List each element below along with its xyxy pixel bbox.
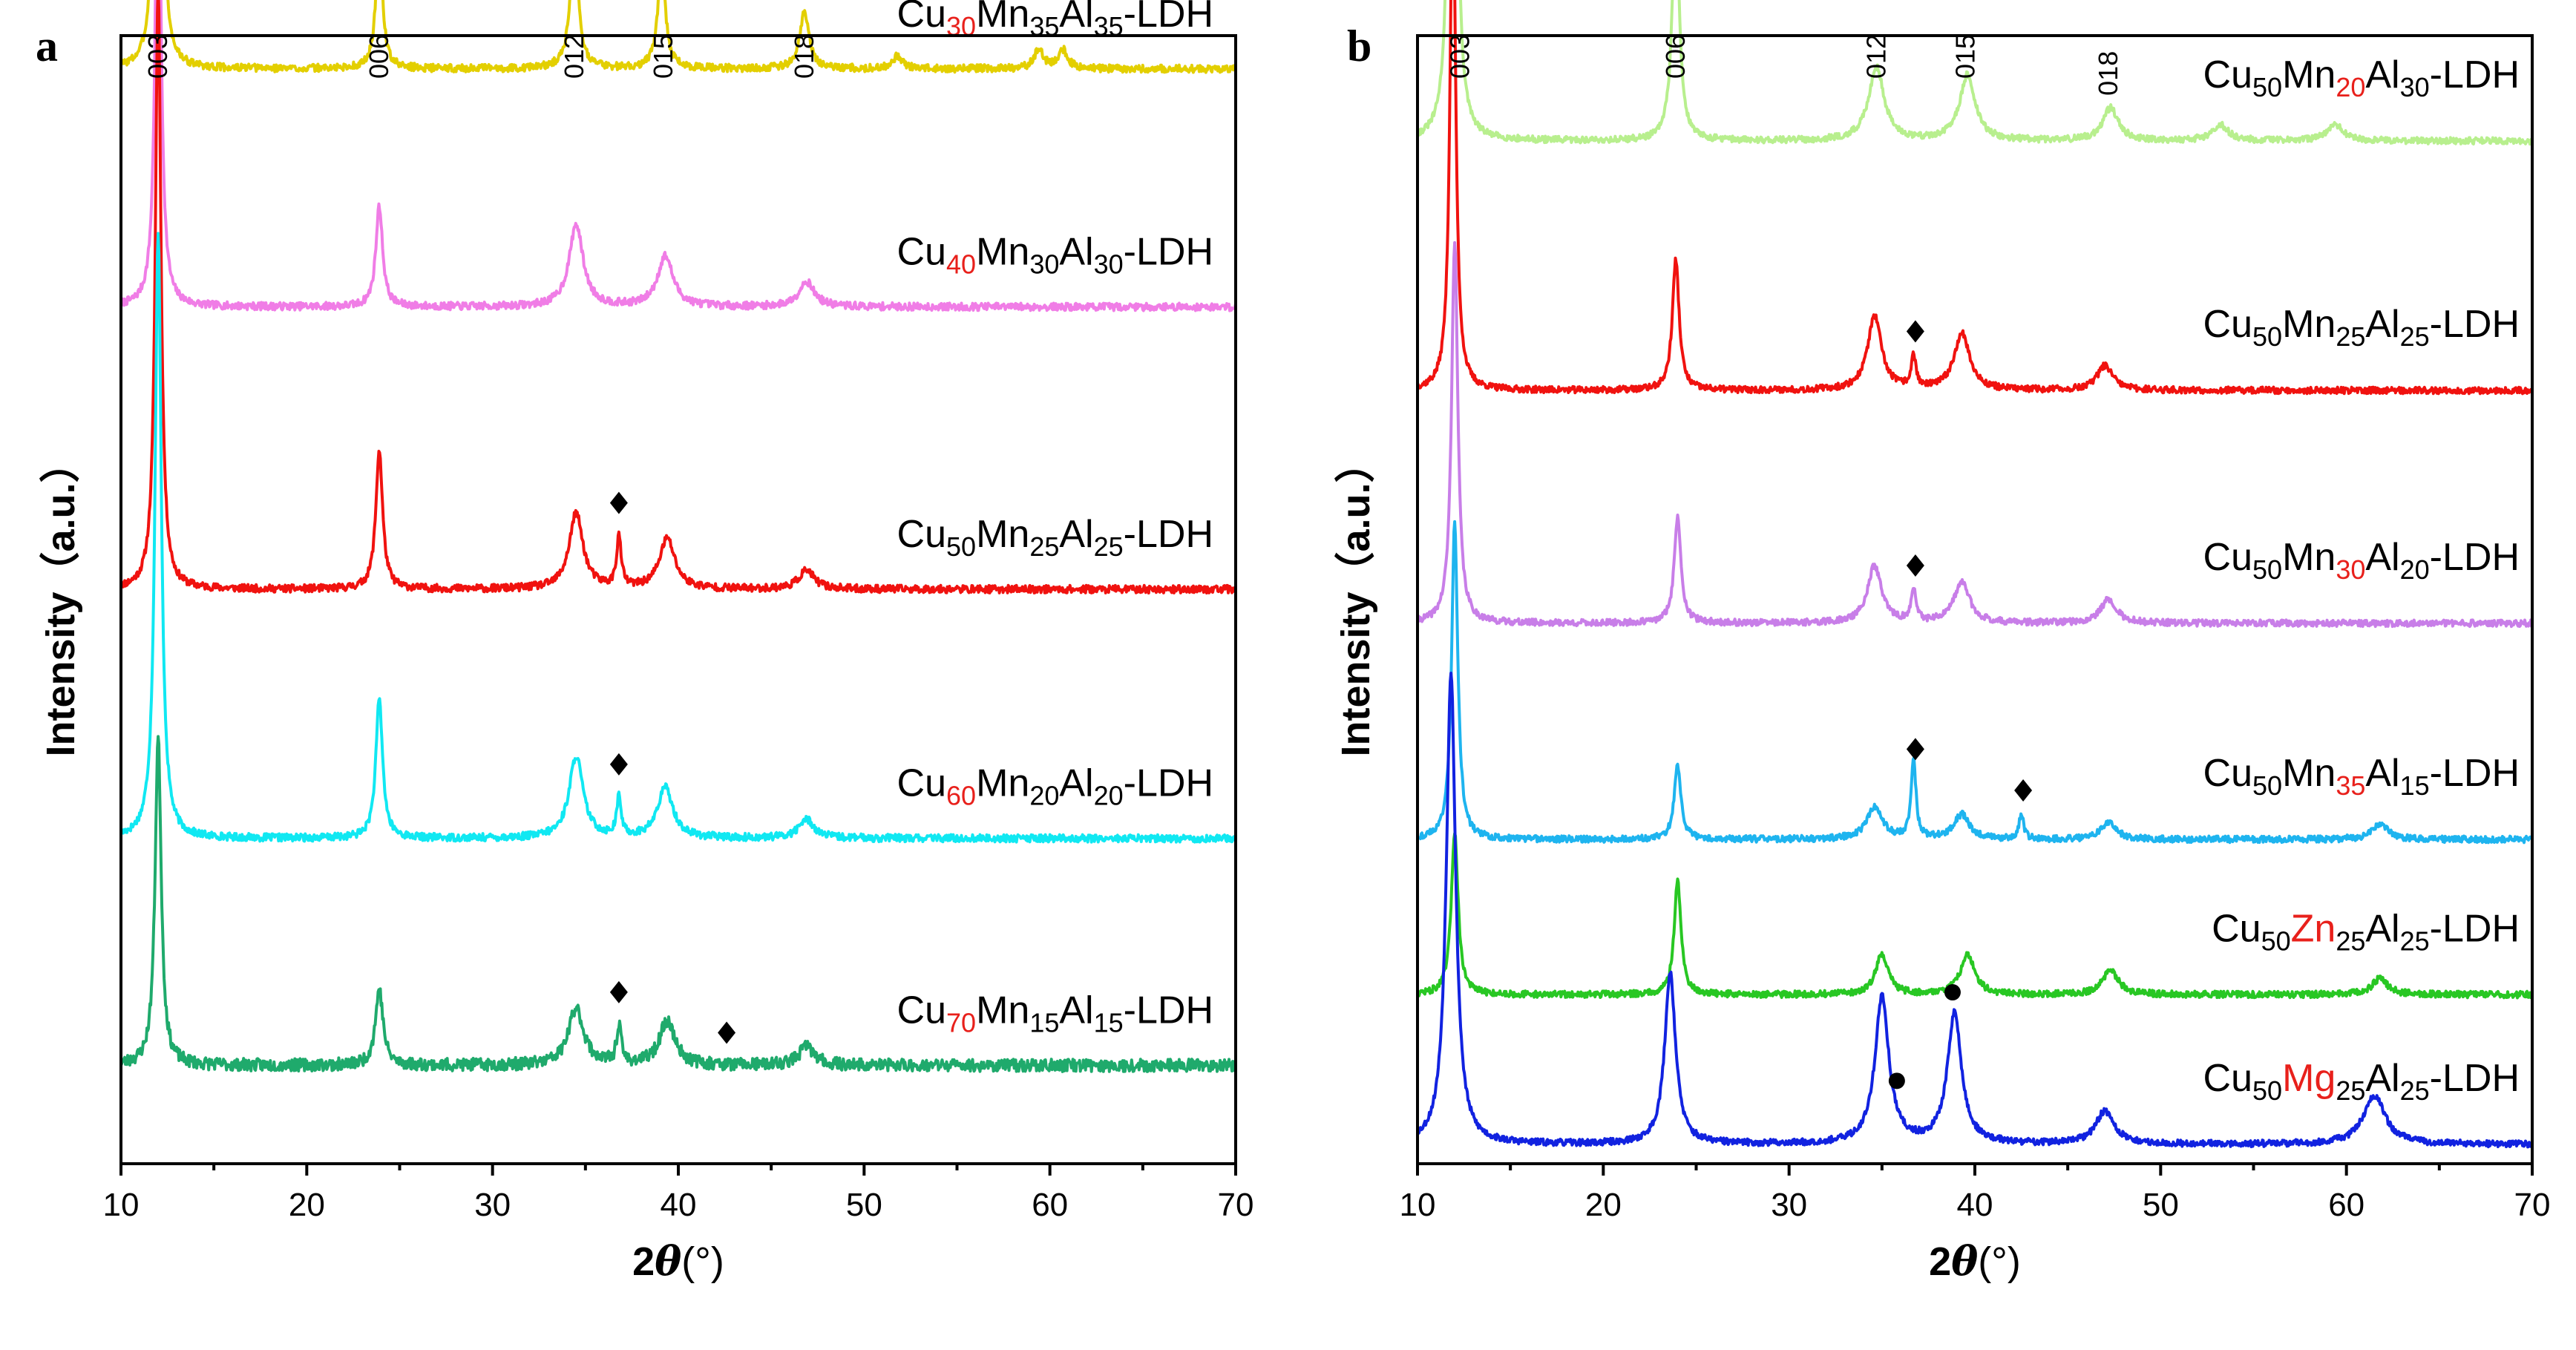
series-line-1 [119, 0, 1237, 74]
x-axis-title: 2θ(°) [1929, 1237, 2021, 1285]
x-tick-label: 20 [1585, 1187, 1622, 1223]
x-tick-label: 70 [1218, 1187, 1254, 1223]
diamond-marker [1906, 738, 1924, 761]
x-tick-label: 40 [661, 1187, 697, 1223]
curves: Cu30Mn35Al35-LDH Cu40Mn30Al30-LDH Cu50Mn25… [119, 0, 1237, 1073]
x-tick-label: 40 [1957, 1187, 1993, 1223]
series-line-3 [119, 0, 1236, 594]
diamond-marker [1906, 320, 1924, 343]
series-line-5 [1416, 832, 2534, 1000]
x-tick-label: 30 [474, 1187, 511, 1223]
x-tick-label: 10 [1400, 1187, 1436, 1223]
series-label: Cu50Mn20Al30-LDH [2203, 53, 2520, 102]
peak-label-015: 015 [1950, 34, 1980, 79]
series-label: Cu70Mn15Al15-LDH [897, 989, 1213, 1038]
series-line-6 [1416, 672, 2534, 1149]
panel-a: Cu30Mn35Al35-LDH Cu40Mn30Al30-LDH Cu50Mn25… [36, 0, 1253, 1285]
series-label: Cu50Mn25Al25-LDH [2203, 303, 2520, 352]
diamond-marker [718, 1021, 736, 1044]
peak-label-015: 015 [648, 34, 678, 79]
x-axis: 10 20 30 40 50 60 70 [1400, 1164, 2551, 1223]
series-label: Cu50Mn35Al15-LDH [2203, 752, 2520, 801]
x-tick-label: 60 [1032, 1187, 1068, 1223]
x-tick-label: 70 [2514, 1187, 2551, 1223]
peak-label-018: 018 [789, 34, 819, 79]
peak-label-003: 003 [1445, 34, 1475, 79]
series-label: Cu30Mn35Al35-LDH [897, 0, 1213, 42]
x-tick-label: 10 [103, 1187, 140, 1223]
curves: Cu50Mn20Al30-LDH Cu50Mn25Al25-LDH Cu50Mn30… [1416, 0, 2534, 1149]
panel-letter: b [1347, 22, 1371, 71]
series-line-2 [1416, 0, 2534, 396]
x-tick-label: 30 [1771, 1187, 1807, 1223]
series-label: Cu50Zn25Al25-LDH [2212, 907, 2520, 956]
peak-label-012: 012 [559, 34, 589, 79]
y-axis-title: Intensity（a.u.） [39, 442, 83, 756]
peak-label-006: 006 [1660, 34, 1691, 79]
series-label: Cu60Mn20Al20-LDH [897, 762, 1213, 811]
series-label: Cu50Mn30Al20-LDH [2203, 536, 2520, 585]
x-tick-label: 50 [846, 1187, 882, 1223]
y-axis-title: Intensity（a.u.） [1334, 442, 1378, 756]
diamond-marker [1906, 554, 1924, 577]
diamond-marker [609, 980, 628, 1003]
series-line-4 [1417, 520, 2534, 845]
series-line-4 [119, 232, 1237, 844]
peak-label-003: 003 [142, 34, 173, 79]
diamond-marker [2014, 779, 2033, 802]
circle-marker [1888, 1072, 1905, 1089]
series-label: Cu50Mn25Al25-LDH [897, 513, 1213, 562]
peak-label-006: 006 [364, 34, 394, 79]
x-axis-title: 2θ(°) [632, 1237, 724, 1285]
series-line-5 [119, 735, 1237, 1073]
series-line-3 [1416, 240, 2534, 629]
diamond-marker [609, 753, 628, 776]
series-line-2 [119, 0, 1237, 312]
diamond-marker [609, 491, 628, 514]
series-line-1 [1416, 0, 2534, 146]
x-axis: 10 20 30 40 50 60 70 [103, 1164, 1254, 1223]
x-tick-label: 20 [289, 1187, 325, 1223]
series-label: Cu50Mg25Al25-LDH [2203, 1057, 2520, 1106]
panel-letter: a [36, 22, 58, 71]
circle-marker [1944, 984, 1961, 1001]
x-tick-label: 50 [2143, 1187, 2179, 1223]
x-tick-label: 60 [2328, 1187, 2364, 1223]
panel-b: Cu50Mn20Al30-LDH Cu50Mn25Al25-LDH Cu50Mn30… [1334, 0, 2550, 1285]
peak-label-012: 012 [1861, 34, 1891, 79]
series-label: Cu40Mn30Al30-LDH [897, 231, 1213, 280]
peak-label-018: 018 [2093, 51, 2123, 96]
